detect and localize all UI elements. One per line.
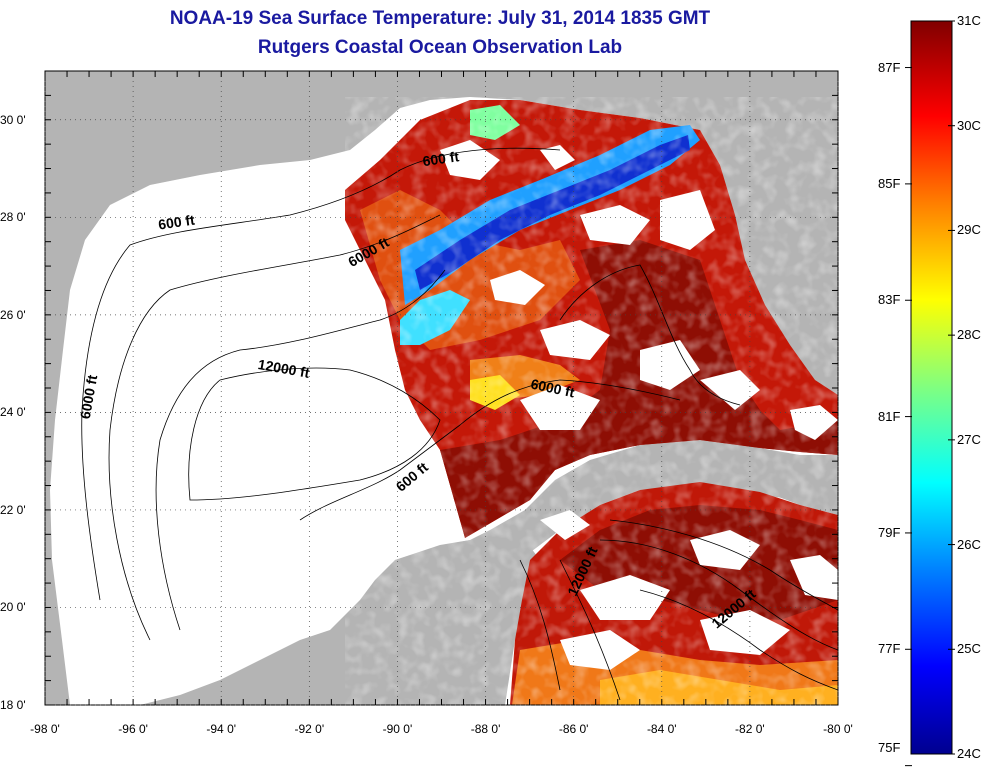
colorbar-fahrenheit-label: 85F xyxy=(878,176,900,191)
colorbar-fahrenheit-label: 87F xyxy=(878,60,900,75)
x-tick-label: -94 0' xyxy=(206,722,236,736)
y-tick-label: 18 0' xyxy=(0,698,26,712)
x-tick-label: -80 0' xyxy=(823,722,853,736)
colorbar-fahrenheit-label: 79F xyxy=(878,525,900,540)
x-tick-label: -90 0' xyxy=(383,722,413,736)
colorbar-fahrenheit-label: 81F xyxy=(878,409,900,424)
x-tick-label: -96 0' xyxy=(118,722,148,736)
x-tick-label: -98 0' xyxy=(30,722,60,736)
y-tick-label: 24 0' xyxy=(0,405,26,419)
colorbar-celsius-label: 24C xyxy=(957,746,981,761)
x-tick-label: -92 0' xyxy=(295,722,325,736)
y-tick-label: 22 0' xyxy=(0,503,26,517)
y-tick-label: 20 0' xyxy=(0,600,26,614)
x-tick-label: -86 0' xyxy=(559,722,589,736)
colorbar-celsius-label: 30C xyxy=(957,118,981,133)
colorbar-fahrenheit-label: 83F xyxy=(878,292,900,307)
cloud-speckle xyxy=(345,97,838,705)
y-tick-label: 26 0' xyxy=(0,308,26,322)
colorbar-celsius-label: 26C xyxy=(957,537,981,552)
x-tick-label: -84 0' xyxy=(647,722,677,736)
colorbar-celsius-label: 29C xyxy=(957,222,981,237)
colorbar-celsius-label: 25C xyxy=(957,641,981,656)
colorbar-fahrenheit-label: 75F xyxy=(878,740,900,755)
y-tick-label: 30 0' xyxy=(0,113,26,127)
y-tick-label: 28 0' xyxy=(0,210,26,224)
x-tick-label: -88 0' xyxy=(471,722,501,736)
colorbar-fahrenheit-label: 77F xyxy=(878,641,900,656)
colorbar-celsius-label: 27C xyxy=(957,432,981,447)
x-tick-label: -82 0' xyxy=(735,722,765,736)
colorbar-celsius-label: 31C xyxy=(957,13,981,28)
colorbar xyxy=(911,21,952,754)
colorbar-celsius-label: 28C xyxy=(957,327,981,342)
